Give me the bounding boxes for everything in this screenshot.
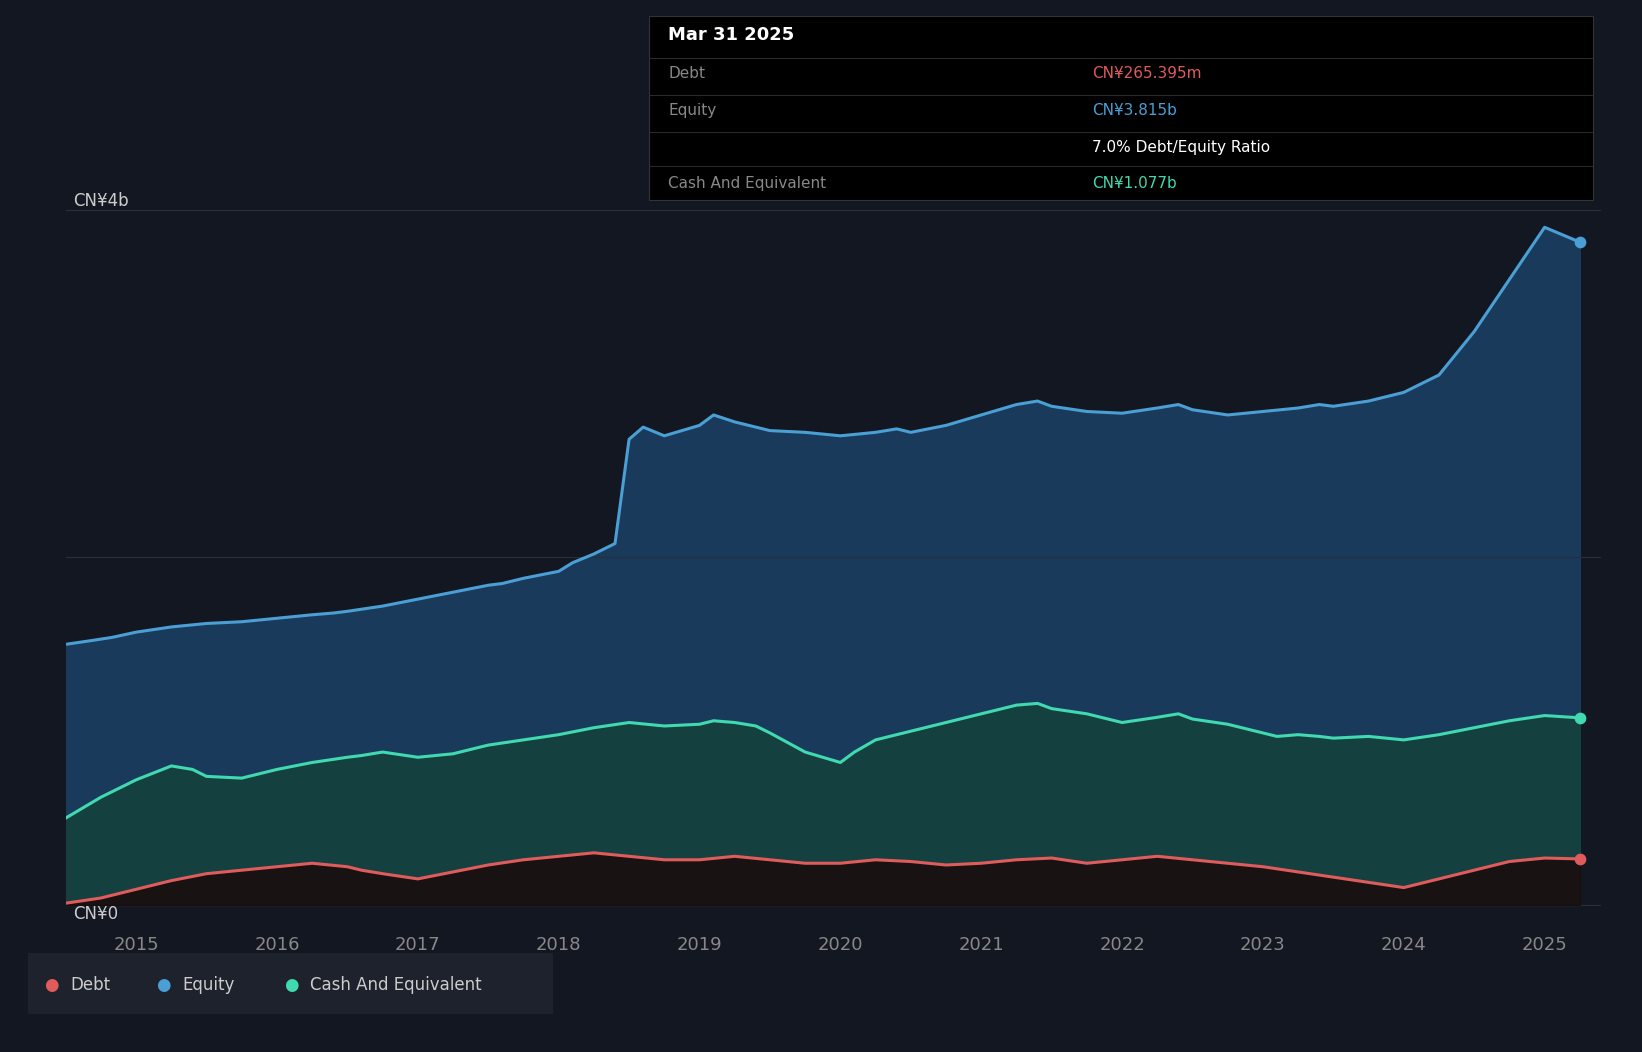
Text: CN¥3.815b: CN¥3.815b bbox=[1092, 103, 1177, 118]
Text: CN¥265.395m: CN¥265.395m bbox=[1092, 66, 1202, 81]
Text: Equity: Equity bbox=[668, 103, 716, 118]
Text: ●: ● bbox=[284, 975, 299, 994]
Text: CN¥1.077b: CN¥1.077b bbox=[1092, 176, 1177, 190]
Text: Debt: Debt bbox=[668, 66, 706, 81]
Text: ●: ● bbox=[44, 975, 59, 994]
Text: 7.0% Debt/Equity Ratio: 7.0% Debt/Equity Ratio bbox=[1092, 140, 1269, 155]
Point bbox=[1566, 850, 1593, 867]
Text: ●: ● bbox=[156, 975, 171, 994]
Text: Cash And Equivalent: Cash And Equivalent bbox=[310, 975, 483, 994]
Text: CN¥4b: CN¥4b bbox=[72, 191, 128, 210]
Text: Debt: Debt bbox=[71, 975, 110, 994]
Text: Mar 31 2025: Mar 31 2025 bbox=[668, 26, 795, 44]
Text: Equity: Equity bbox=[182, 975, 235, 994]
Point bbox=[1566, 709, 1593, 726]
Text: Cash And Equivalent: Cash And Equivalent bbox=[668, 176, 826, 190]
Point bbox=[1566, 234, 1593, 250]
Text: CN¥0: CN¥0 bbox=[72, 905, 118, 923]
